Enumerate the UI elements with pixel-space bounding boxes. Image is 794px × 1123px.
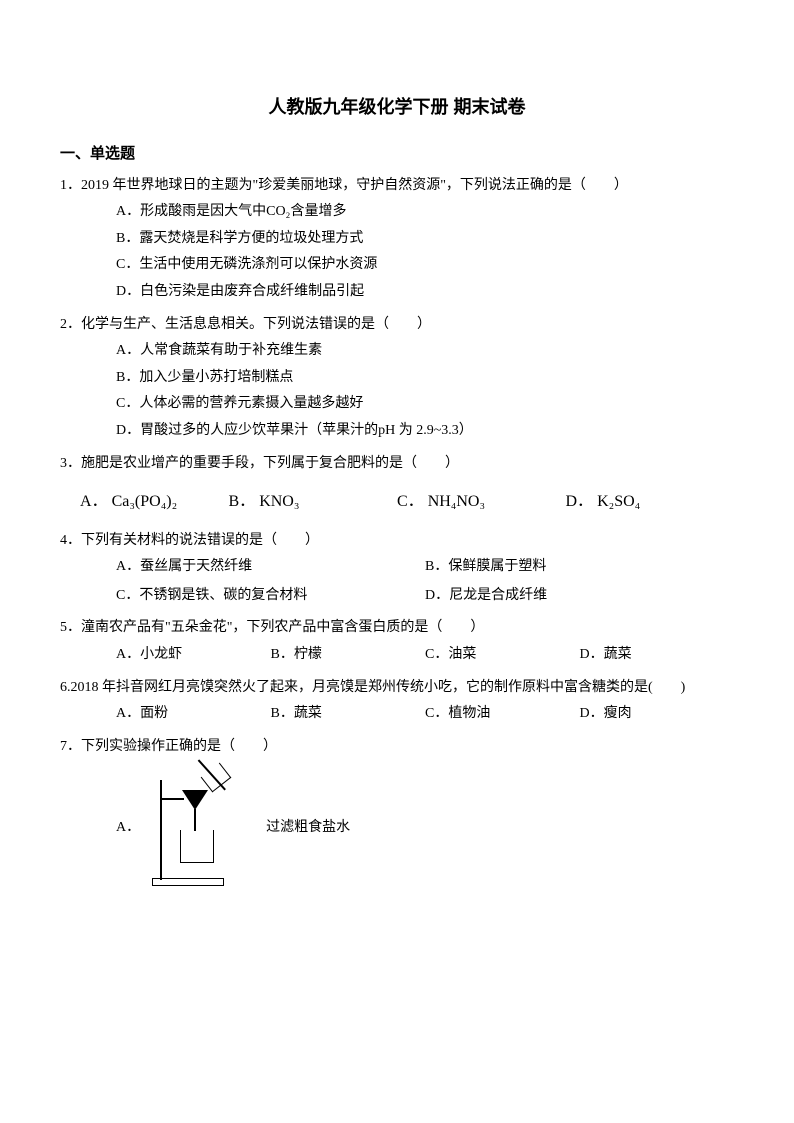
q2-stem: 2．化学与生产、生活息息相关。下列说法错误的是（ ） xyxy=(60,312,734,339)
q4-options: A．蚕丝属于天然纤维 B．保鲜膜属于塑料 C．不锈钢是铁、碳的复合材料 D．尼龙… xyxy=(60,554,734,609)
q2-option-b: B．加入少量小苏打培制糕点 xyxy=(116,365,734,392)
q6-options: A．面粉 B．蔬菜 C．植物油 D．瘦肉 xyxy=(60,701,734,728)
question-1: 1．2019 年世界地球日的主题为"珍爱美丽地球，守护自然资源"，下列说法正确的… xyxy=(60,173,734,306)
question-7: 7．下列实验操作正确的是（ ） A． 过滤粗食盐水 xyxy=(60,734,734,889)
q1-options: A．形成酸雨是因大气中CO₂含量增多 B．露天焚烧是科学方便的垃圾处理方式 C．… xyxy=(60,199,734,305)
q2-option-c: C．人体必需的营养元素摄入量越多越好 xyxy=(116,391,734,418)
q5-options: A．小龙虾 B．柠檬 C．油菜 D．蔬菜 xyxy=(60,642,734,669)
q3-c-label: C． xyxy=(397,493,424,510)
stand-clamp xyxy=(162,798,184,800)
q3-a-formula: Ca₃(PO₄)₂ xyxy=(112,493,178,510)
funnel-icon xyxy=(182,790,208,810)
q1-stem: 1．2019 年世界地球日的主题为"珍爱美丽地球，守护自然资源"，下列说法正确的… xyxy=(60,173,734,200)
q3-options: A． Ca₃(PO₄)₂ B． KNO₃ C． NH₄NO₃ D． K₂SO₄ xyxy=(60,487,734,517)
q2-option-a: A．人常食蔬菜有助于补充维生素 xyxy=(116,338,734,365)
q1-option-a: A．形成酸雨是因大气中CO₂含量增多 xyxy=(116,199,734,226)
q7-option-a: A． 过滤粗食盐水 xyxy=(60,768,734,888)
question-6: 6.2018 年抖音网红月亮馍突然火了起来，月亮馍是郑州传统小吃，它的制作原料中… xyxy=(60,675,734,728)
q3-c-formula: NH₄NO₃ xyxy=(428,493,485,510)
q5-option-c: C．油菜 xyxy=(425,642,580,669)
section-heading-1: 一、单选题 xyxy=(60,140,734,169)
q4-stem: 4．下列有关材料的说法错误的是（ ） xyxy=(60,528,734,555)
filter-apparatus-icon xyxy=(148,768,248,888)
q5-option-d: D．蔬菜 xyxy=(580,642,735,669)
q6-option-b: B．蔬菜 xyxy=(271,701,426,728)
q4-option-d: D．尼龙是合成纤维 xyxy=(425,583,734,610)
q1-option-b: B．露天焚烧是科学方便的垃圾处理方式 xyxy=(116,226,734,253)
q7-stem: 7．下列实验操作正确的是（ ） xyxy=(60,734,734,761)
q4-option-b: B．保鲜膜属于塑料 xyxy=(425,554,734,581)
q3-b-label: B． xyxy=(229,493,256,510)
funnel-stem xyxy=(194,809,196,831)
q1-option-d: D．白色污染是由废弃合成纤维制品引起 xyxy=(116,279,734,306)
stand-base xyxy=(152,878,224,886)
question-2: 2．化学与生产、生活息息相关。下列说法错误的是（ ） A．人常食蔬菜有助于补充维… xyxy=(60,312,734,445)
beaker-icon xyxy=(180,830,214,863)
q6-stem: 6.2018 年抖音网红月亮馍突然火了起来，月亮馍是郑州传统小吃，它的制作原料中… xyxy=(60,675,734,702)
q3-stem: 3．施肥是农业增产的重要手段，下列属于复合肥料的是（ ） xyxy=(60,451,734,478)
q4-option-a: A．蚕丝属于天然纤维 xyxy=(116,554,425,581)
q7-a-label: A． xyxy=(116,815,140,842)
q6-option-a: A．面粉 xyxy=(116,701,271,728)
q3-option-b: B． KNO₃ xyxy=(229,487,398,517)
q5-stem: 5．潼南农产品有"五朵金花"，下列农产品中富含蛋白质的是（ ） xyxy=(60,615,734,642)
q5-option-a: A．小龙虾 xyxy=(116,642,271,669)
q4-option-c: C．不锈钢是铁、碳的复合材料 xyxy=(116,583,425,610)
q3-b-formula: KNO₃ xyxy=(259,493,299,510)
q3-option-c: C． NH₄NO₃ xyxy=(397,487,566,517)
question-3: 3．施肥是农业增产的重要手段，下列属于复合肥料的是（ ） A． Ca₃(PO₄)… xyxy=(60,451,734,518)
q2-options: A．人常食蔬菜有助于补充维生素 B．加入少量小苏打培制糕点 C．人体必需的营养元… xyxy=(60,338,734,444)
q3-d-formula: K₂SO₄ xyxy=(597,493,640,510)
q1-option-c: C．生活中使用无磷洗涤剂可以保护水资源 xyxy=(116,252,734,279)
q3-a-label: A． xyxy=(60,493,108,510)
q6-option-d: D．瘦肉 xyxy=(580,701,735,728)
q3-d-label: D． xyxy=(566,493,594,510)
q2-option-d: D．胃酸过多的人应少饮苹果汁（苹果汁的pH 为 2.9~3.3） xyxy=(116,418,734,445)
page-title: 人教版九年级化学下册 期末试卷 xyxy=(60,90,734,124)
q7-a-caption: 过滤粗食盐水 xyxy=(266,815,350,842)
question-5: 5．潼南农产品有"五朵金花"，下列农产品中富含蛋白质的是（ ） A．小龙虾 B．… xyxy=(60,615,734,668)
q3-option-a: A． Ca₃(PO₄)₂ xyxy=(60,487,229,517)
q6-option-c: C．植物油 xyxy=(425,701,580,728)
q3-option-d: D． K₂SO₄ xyxy=(566,487,735,517)
q5-option-b: B．柠檬 xyxy=(271,642,426,669)
question-4: 4．下列有关材料的说法错误的是（ ） A．蚕丝属于天然纤维 B．保鲜膜属于塑料 … xyxy=(60,528,734,610)
stand-pole xyxy=(160,780,162,880)
